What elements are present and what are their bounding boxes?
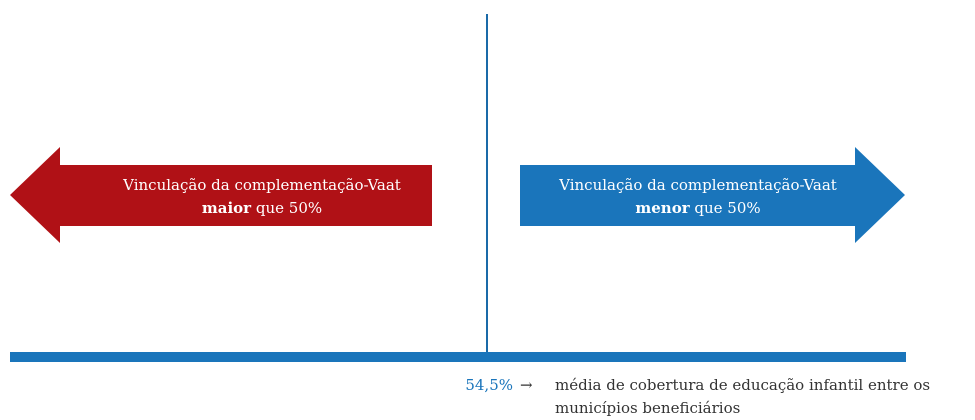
right-arrow-text-2: menor que 50% — [635, 199, 760, 217]
baseline-bar — [10, 352, 906, 362]
emphasis: menor — [635, 199, 690, 217]
text: que 50% — [690, 199, 761, 217]
left-arrow-text: Vinculação da complementação-Vaat — [122, 176, 401, 194]
note-value: 54,5% — [465, 376, 513, 394]
note-text: média de cobertura de educação infantil … — [555, 376, 930, 394]
left-arrow — [10, 147, 432, 243]
right-arrow — [520, 147, 905, 243]
note-arrow: → — [520, 376, 533, 394]
text: que 50% — [251, 199, 322, 217]
left-arrow-text-2: maior que 50% — [202, 199, 322, 217]
right-arrow-text: Vinculação da complementação-Vaat — [558, 176, 837, 194]
emphasis: maior — [202, 199, 252, 217]
note-text-2: municípios beneficiários — [555, 399, 740, 417]
